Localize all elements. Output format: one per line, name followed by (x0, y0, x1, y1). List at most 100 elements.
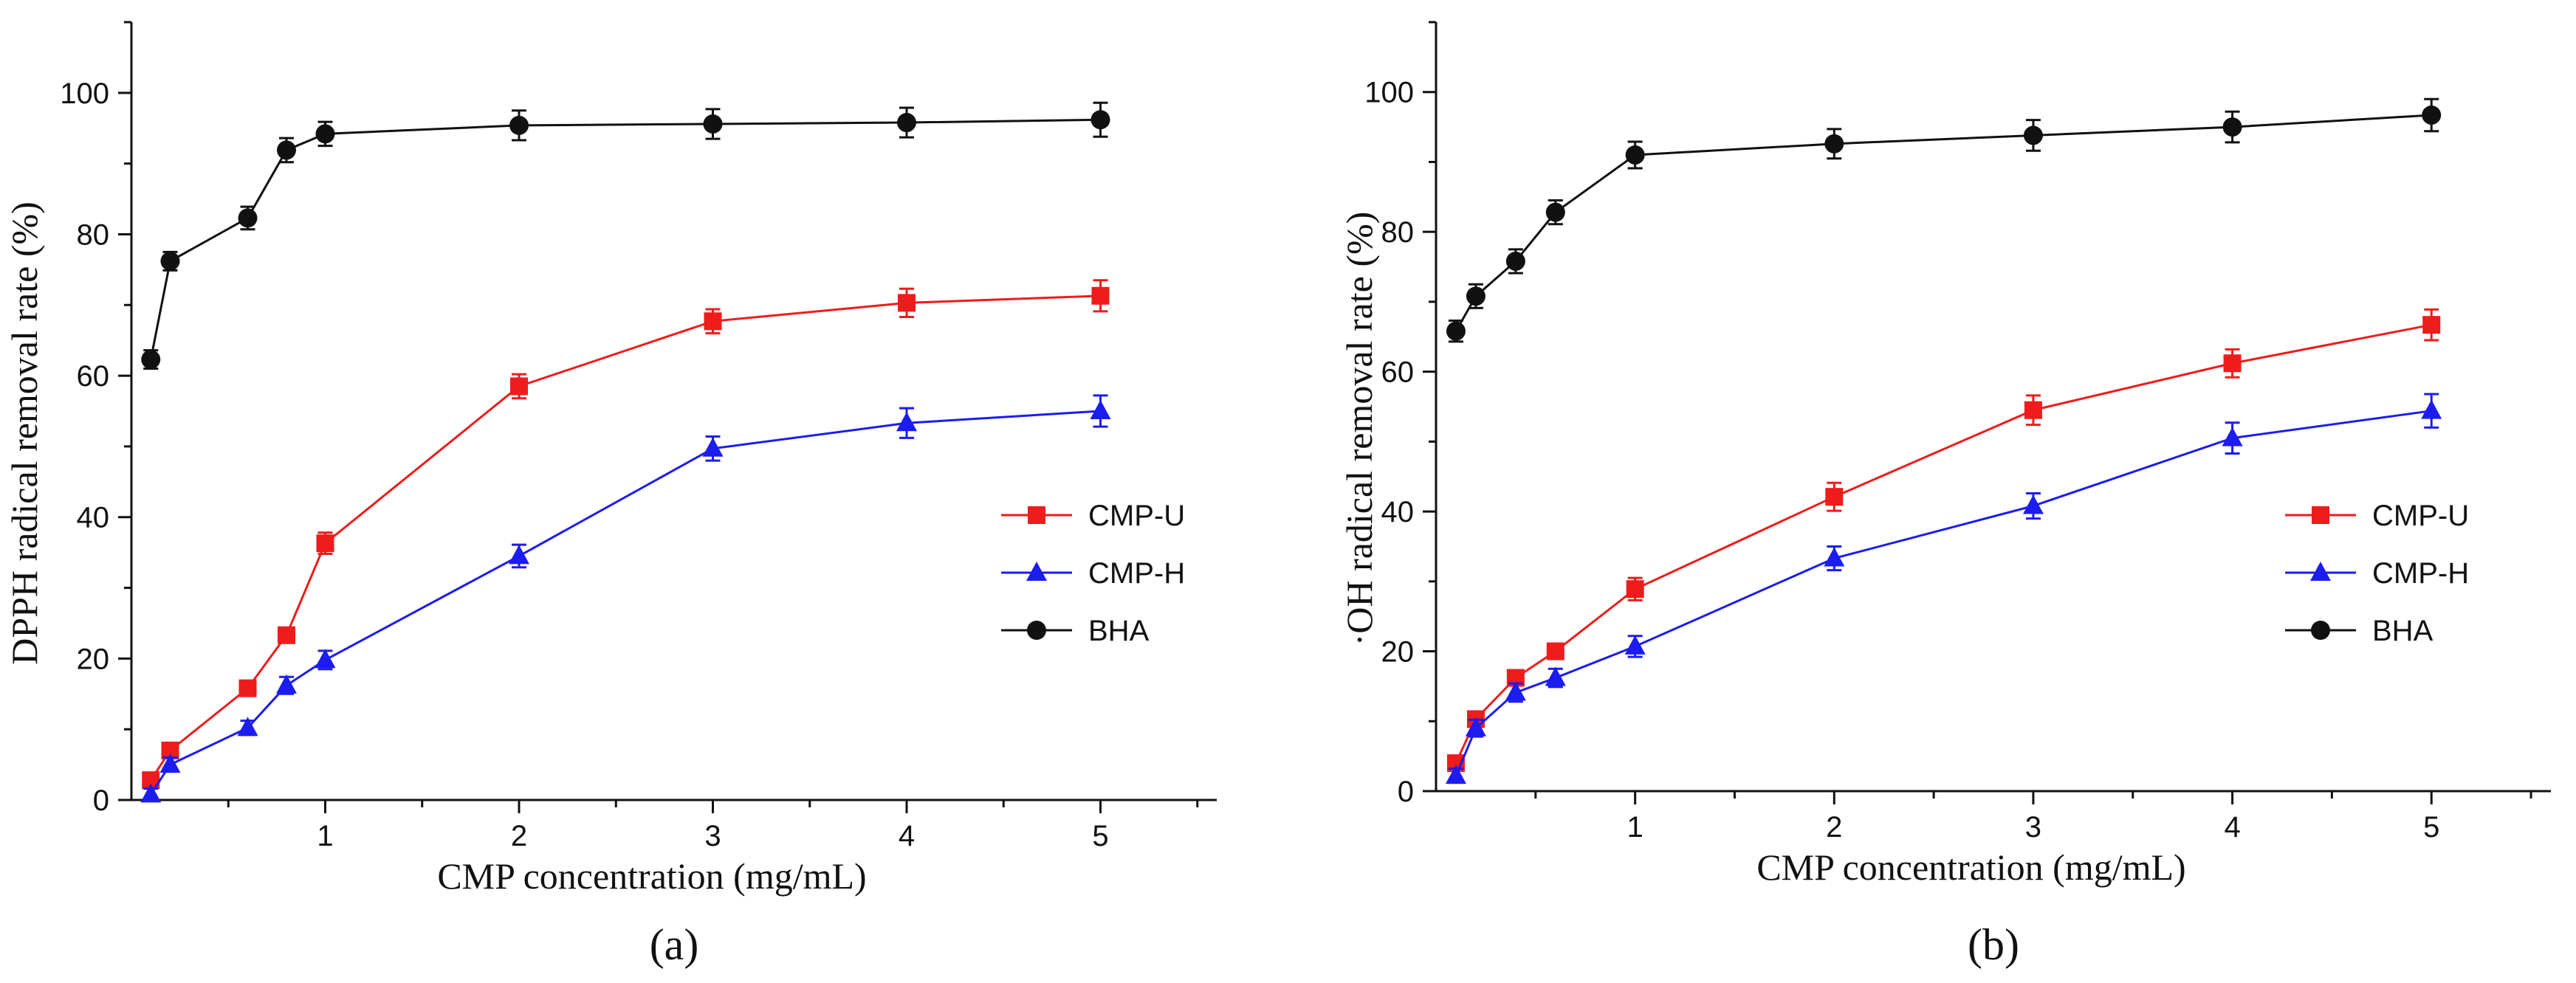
data-point (1505, 681, 1526, 701)
legend-marker (1026, 562, 1047, 581)
data-point (238, 679, 257, 697)
data-point (2422, 105, 2442, 125)
x-tick-label: 2 (511, 820, 527, 852)
series-cmp-h (140, 394, 1111, 803)
series-cmp-u (1446, 308, 2441, 773)
data-point (141, 350, 161, 370)
data-point (1825, 488, 1844, 506)
legend-entry-cmp-u: CMP-U (1001, 500, 1185, 532)
data-point (2222, 117, 2242, 137)
legend-marker (1028, 506, 1045, 524)
data-point (140, 783, 162, 803)
legend-marker (2310, 562, 2331, 581)
data-point (1090, 110, 1110, 130)
legend-label: CMP-U (1088, 500, 1185, 532)
legend-marker (2312, 506, 2329, 524)
data-point (509, 115, 529, 135)
legend-entry-cmp-h: CMP-H (2285, 557, 2469, 590)
panel-label: (b) (1968, 920, 2019, 969)
data-point (315, 649, 336, 669)
legend-entry-bha: BHA (2285, 615, 2434, 647)
y-tick-label: 80 (1381, 216, 1415, 249)
data-point (2222, 427, 2243, 446)
x-tick-label: 1 (317, 820, 333, 852)
legend-marker (1027, 621, 1046, 640)
y-axis-label: ·OH radical removal rate (%) (1339, 212, 1380, 646)
legend-label: BHA (1088, 615, 1150, 647)
legend-marker (2311, 621, 2330, 640)
y-tick-label: 80 (77, 218, 110, 251)
data-point (1465, 717, 1486, 737)
data-point (2024, 401, 2042, 419)
y-tick-label: 100 (60, 77, 109, 110)
legend-label: BHA (2372, 615, 2434, 647)
data-point (276, 674, 297, 694)
data-point (1824, 134, 1844, 154)
data-point (704, 312, 722, 331)
data-point (1545, 202, 1565, 222)
y-tick-label: 20 (1381, 636, 1415, 669)
data-point (1091, 286, 1110, 305)
data-point (1546, 642, 1565, 660)
data-point (1625, 145, 1645, 165)
legend-label: CMP-H (1088, 557, 1185, 590)
series-cmp-u (142, 279, 1110, 790)
x-tick-label: 4 (899, 820, 915, 852)
data-point (2022, 494, 2044, 514)
data-point (1090, 400, 1111, 419)
data-point (160, 251, 180, 271)
data-point (2223, 354, 2242, 373)
data-point (159, 753, 181, 773)
panel-label: (a) (650, 920, 699, 969)
series-cmp-h (1445, 393, 2442, 784)
data-point (277, 140, 296, 160)
y-tick-label: 60 (77, 360, 110, 393)
data-point (898, 294, 916, 312)
data-point (1824, 547, 1845, 567)
data-point (1626, 580, 1644, 599)
legend-entry-bha: BHA (1001, 615, 1150, 647)
data-point (2023, 125, 2043, 145)
chart-panel-a: 0 20 40 60 80 100 1 2 3 4 5 CMP concentration (mg/m… (4, 21, 1217, 969)
data-point (316, 534, 334, 553)
x-tick-label: 5 (1092, 820, 1108, 852)
x-tick-label: 5 (2423, 811, 2439, 844)
data-point (278, 626, 295, 644)
x-axis-label: CMP concentration (mg/mL) (437, 855, 866, 897)
series-bha (1446, 97, 2442, 343)
y-tick-label: 0 (1398, 776, 1414, 808)
data-point (1505, 251, 1525, 271)
data-point (703, 114, 723, 134)
x-tick-label: 3 (2025, 811, 2041, 844)
legend-label: CMP-H (2372, 557, 2469, 590)
data-point (1445, 765, 1466, 784)
data-point (897, 113, 916, 133)
y-tick-label: 100 (1364, 77, 1414, 109)
data-point (1446, 321, 1466, 341)
data-point (1624, 635, 1646, 655)
data-point (509, 545, 529, 565)
data-point (2421, 399, 2442, 419)
series-line (149, 410, 1101, 796)
x-axis-label: CMP concentration (mg/mL) (1756, 846, 2185, 888)
series-bha (141, 101, 1110, 370)
data-point (510, 377, 528, 396)
data-point (702, 437, 724, 457)
y-tick-label: 20 (77, 643, 110, 675)
data-point (237, 717, 258, 737)
data-point (315, 124, 335, 144)
x-tick-label: 3 (704, 820, 721, 852)
y-tick-label: 0 (93, 784, 109, 817)
data-point (238, 208, 258, 228)
data-point (1545, 666, 1566, 686)
series-line (1454, 114, 2432, 332)
data-point (896, 412, 917, 432)
series-line (149, 294, 1101, 781)
x-tick-label: 1 (1627, 811, 1644, 844)
data-point (1466, 286, 1486, 306)
chart-panel-b: 0 20 40 60 80 100 1 2 3 4 5 CMP concentration (mg/m… (1339, 21, 2551, 969)
y-axis-label: DPPH radical removal rate (%) (4, 201, 45, 665)
y-tick-label: 60 (1381, 356, 1415, 389)
